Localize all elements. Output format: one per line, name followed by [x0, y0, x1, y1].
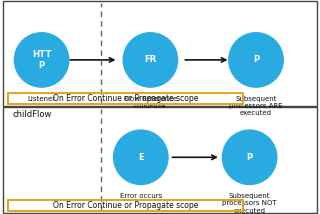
- Text: P: P: [246, 153, 253, 162]
- Bar: [3, 1, 317, 106]
- Ellipse shape: [14, 33, 69, 87]
- Text: On Error Continue or Propagate scope: On Error Continue or Propagate scope: [53, 201, 198, 210]
- Text: Listener: Listener: [28, 96, 56, 102]
- Ellipse shape: [222, 130, 277, 184]
- Text: Error occurs: Error occurs: [120, 193, 162, 199]
- Bar: [3, 107, 317, 213]
- Ellipse shape: [229, 33, 283, 87]
- Text: Subsequent
processors NOT
executed: Subsequent processors NOT executed: [222, 193, 277, 214]
- Text: Subsequent
processors ARE
executed: Subsequent processors ARE executed: [229, 96, 283, 116]
- Ellipse shape: [114, 130, 168, 184]
- Text: E: E: [138, 153, 144, 162]
- Bar: [8, 93, 243, 104]
- Text: FR: FR: [144, 55, 156, 64]
- Text: HTT
P: HTT P: [32, 50, 51, 70]
- Text: childFlow: childFlow: [13, 110, 52, 119]
- Bar: [8, 200, 243, 211]
- Text: P: P: [253, 55, 259, 64]
- Text: On Error Continue or Propagate scope: On Error Continue or Propagate scope: [53, 94, 198, 103]
- Text: Flow Reference
childFlow: Flow Reference childFlow: [124, 96, 177, 109]
- Ellipse shape: [123, 33, 178, 87]
